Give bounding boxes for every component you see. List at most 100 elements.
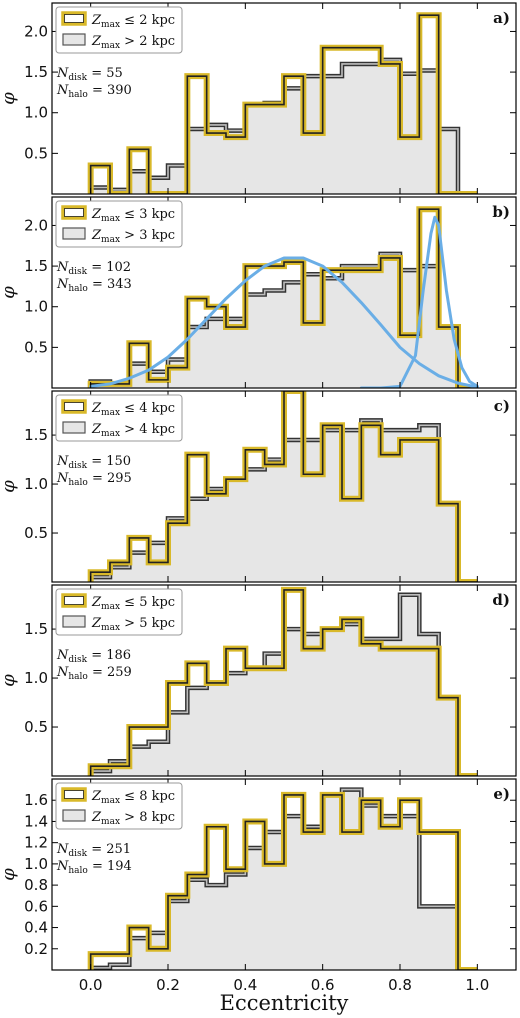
- y-tick-label: 1.0: [24, 298, 48, 316]
- legend-box: [55, 394, 183, 442]
- panel-label: c): [494, 397, 510, 415]
- legend-swatch-halo: [62, 809, 86, 822]
- panels-group: 0.5 1.0 1.5 2.0 φ a) Zmax ≤ 2 kpc Zmax > 2 kpc N…: [0, 2, 517, 994]
- panel-1: 0.5 1.0 1.5 2.0 φ a) Zmax ≤ 2 kpc Zmax > 2 kpc N…: [0, 2, 517, 195]
- legend-box: [55, 200, 183, 248]
- y-tick-label: 1.5: [24, 257, 48, 275]
- panel-label: d): [492, 591, 510, 609]
- legend-label-disk: Zmax ≤ 8 kpc: [91, 789, 175, 806]
- legend-swatch-halo: [62, 615, 86, 628]
- y-tick-label: 1.5: [24, 63, 48, 81]
- disk-outline-inner: [89, 589, 478, 776]
- legend-label-halo: Zmax > 5 kpc: [91, 616, 175, 633]
- axes-frame: [51, 584, 517, 777]
- y-tick-label: 0.5: [24, 144, 48, 162]
- x-tick-label: 0.8: [388, 976, 412, 994]
- plot-area: [87, 787, 478, 970]
- plot-area: [87, 206, 479, 388]
- y-axis-label: φ: [0, 92, 19, 105]
- y-tick-label: 1.6: [24, 791, 48, 809]
- legend-swatch-disk: [61, 787, 87, 802]
- y-tick-label: 0.5: [24, 524, 48, 542]
- annotation-n-halo: Nhalo = 194: [56, 859, 132, 876]
- y-tick-label: 0.4: [24, 919, 48, 937]
- legend-label-halo: Zmax > 2 kpc: [91, 34, 175, 51]
- annotation-n-disk: Ndisk = 251: [56, 842, 131, 859]
- y-tick-label: 1.0: [24, 855, 48, 873]
- legend-label-disk: Zmax ≤ 2 kpc: [91, 13, 175, 30]
- legend: Zmax ≤ 2 kpc Zmax > 2 kpc: [55, 6, 183, 54]
- legend: Zmax ≤ 4 kpc Zmax > 4 kpc: [55, 394, 183, 442]
- annotation-n-disk: Ndisk = 102: [56, 260, 131, 277]
- panel-label: b): [492, 203, 510, 221]
- legend-swatch-disk-inner: [64, 790, 84, 799]
- x-tick-label: 1.0: [465, 976, 489, 994]
- panel-label: a): [493, 9, 510, 27]
- x-tick-label: 0.4: [233, 976, 257, 994]
- axes-frame: [51, 2, 517, 195]
- legend-swatch-halo: [62, 227, 86, 240]
- legend-swatch-halo: [62, 421, 86, 434]
- panel-3: 0.5 1.0 1.5 φ c) Zmax ≤ 4 kpc Zmax > 4 kpc Ndis…: [0, 390, 517, 583]
- panel-4: 0.5 1.0 1.5 φ d) Zmax ≤ 5 kpc Zmax > 5 kpc Ndis…: [0, 584, 517, 777]
- legend-swatch-disk: [61, 11, 87, 26]
- legend-swatch-disk-inner: [64, 208, 84, 217]
- axes-frame: [51, 196, 517, 389]
- panel-5: 0.20.40.60.81.01.21.41.6φe)Zmax ≤ 8 kpcZ…: [0, 778, 517, 971]
- annotation-n-halo: Nhalo = 295: [56, 471, 132, 488]
- y-axis-label: φ: [0, 674, 19, 687]
- y-tick-label: 1.0: [24, 669, 48, 687]
- x-tick-label: 0.6: [311, 976, 335, 994]
- y-tick-label: 1.5: [24, 426, 48, 444]
- y-tick-label: 0.2: [24, 940, 48, 958]
- plot-area: [87, 12, 478, 194]
- halo-outline-inner: [89, 593, 478, 776]
- panel-label: e): [493, 785, 510, 803]
- legend-box: [55, 782, 183, 830]
- y-tick-label: 2.0: [24, 216, 48, 234]
- annotation-n-halo: Nhalo = 259: [56, 665, 132, 682]
- legend-swatch-disk: [61, 593, 87, 608]
- y-tick-label: 1.2: [24, 834, 48, 852]
- halo-fill: [90, 420, 478, 582]
- y-tick-label: 0.6: [24, 897, 48, 915]
- legend-box: [55, 588, 183, 636]
- y-tick-label: 1.0: [24, 104, 48, 122]
- legend-label-disk: Zmax ≤ 3 kpc: [91, 207, 175, 224]
- y-tick-label: 1.4: [24, 812, 48, 830]
- legend-box: [55, 6, 183, 54]
- y-tick-label: 0.5: [24, 718, 48, 736]
- legend-swatch-disk-inner: [64, 14, 84, 23]
- disk-outline-inner: [89, 794, 478, 970]
- annotation-n-halo: Nhalo = 390: [56, 83, 132, 100]
- disk-outline-inner: [89, 391, 478, 582]
- legend: Zmax ≤ 3 kpc Zmax > 3 kpc: [55, 200, 183, 248]
- legend-label-halo: Zmax > 4 kpc: [91, 422, 175, 439]
- y-tick-label: 1.0: [24, 475, 48, 493]
- legend-label-disk: Zmax ≤ 4 kpc: [91, 401, 175, 418]
- disk-outline-inner: [89, 14, 478, 194]
- legend: Zmax ≤ 8 kpc Zmax > 8 kpc: [55, 782, 183, 830]
- axes-frame: [51, 390, 517, 583]
- legend: Zmax ≤ 5 kpc Zmax > 5 kpc: [55, 588, 183, 636]
- legend-label-disk: Zmax ≤ 5 kpc: [91, 595, 175, 612]
- legend-swatch-disk-inner: [64, 596, 84, 605]
- x-tick-label: 0.2: [156, 976, 180, 994]
- x-tick-labels: 0.0 0.2 0.4 0.6 0.8 1.0: [79, 976, 490, 994]
- y-axis-label: φ: [0, 868, 19, 881]
- plot-area: [87, 391, 478, 582]
- y-axis-label: φ: [0, 286, 19, 299]
- legend-swatch-disk: [61, 399, 87, 414]
- legend-swatch-disk-inner: [64, 402, 84, 411]
- y-tick-label: 2.0: [24, 22, 48, 40]
- y-tick-label: 0.5: [24, 338, 48, 356]
- y-tick-label: 0.8: [24, 876, 48, 894]
- annotation-n-disk: Ndisk = 150: [56, 454, 131, 471]
- halo-fill: [90, 789, 478, 970]
- y-tick-label: 1.5: [24, 620, 48, 638]
- panel-2: 0.5 1.0 1.5 2.0 φ b) Zmax ≤ 3 kpc Zmax > 3 kpc N…: [0, 196, 517, 389]
- legend-label-halo: Zmax > 8 kpc: [91, 810, 175, 827]
- plot-area: [87, 586, 478, 776]
- y-axis-label: φ: [0, 480, 19, 493]
